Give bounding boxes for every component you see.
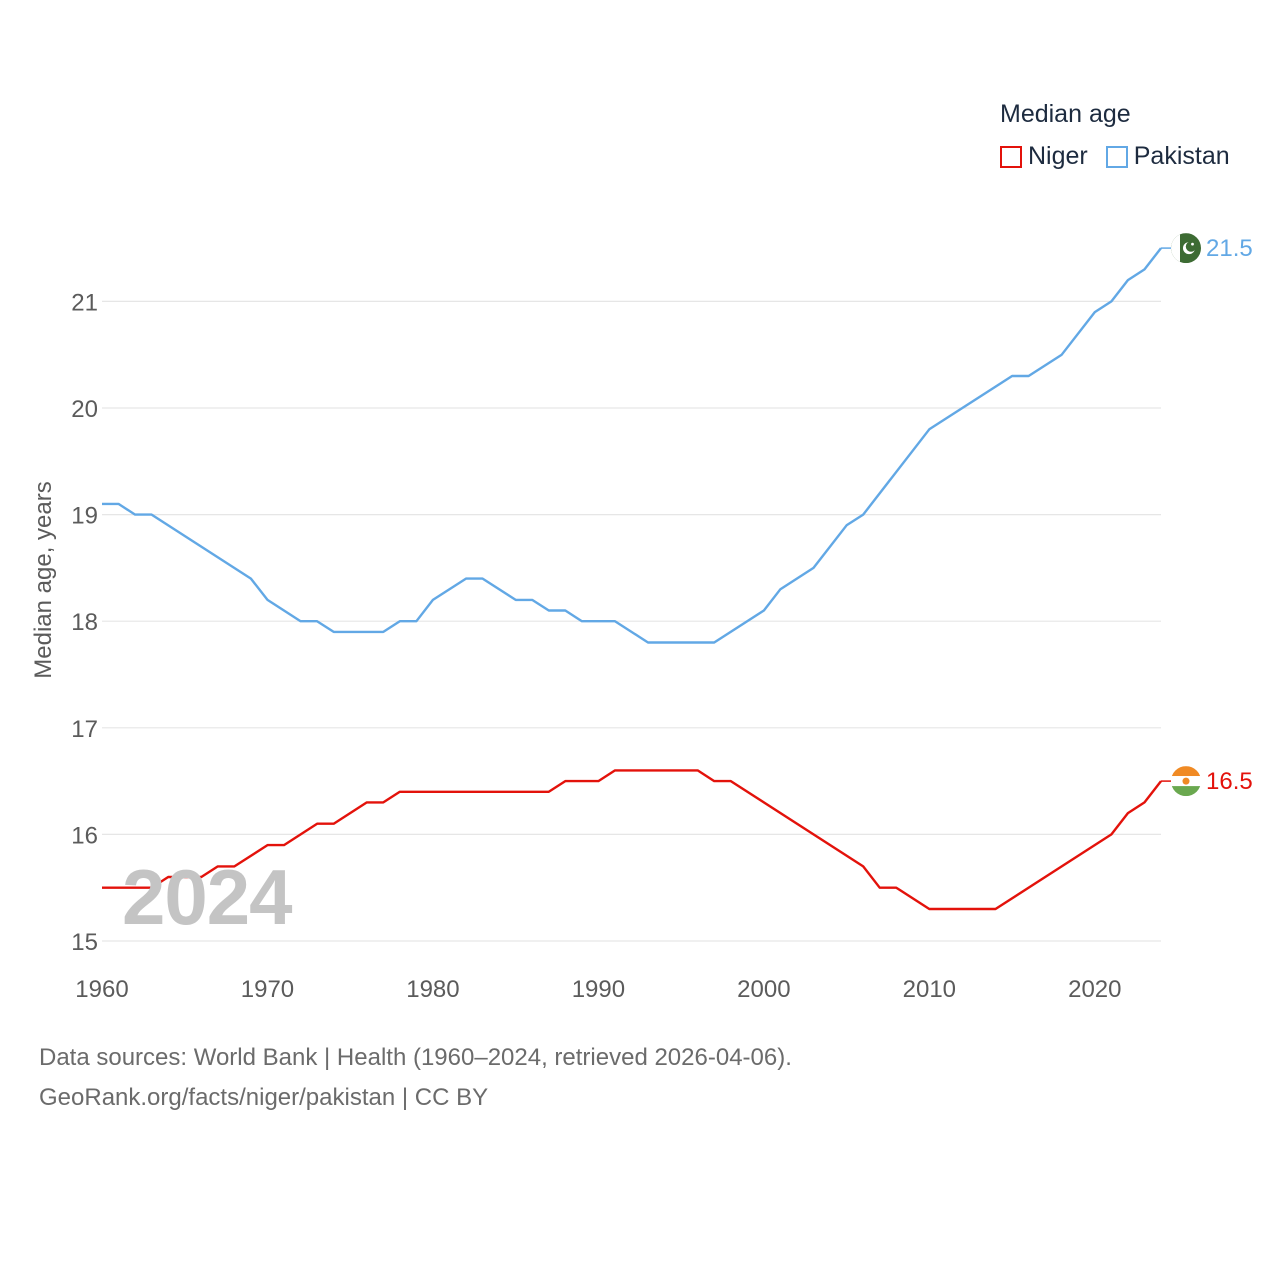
y-tick-label: 15 — [71, 929, 98, 956]
x-tick-label: 1960 — [75, 976, 128, 1003]
pakistan-flag-icon — [1171, 233, 1201, 264]
legend-swatch-niger — [1000, 145, 1022, 168]
y-tick-label: 16 — [71, 822, 98, 849]
end-label-niger: 16.5 — [1206, 768, 1253, 795]
y-tick-label: 18 — [71, 609, 98, 636]
x-tick-label: 1990 — [572, 976, 625, 1003]
legend-item-niger[interactable]: Niger — [1000, 142, 1088, 171]
y-axis-label: Median age, years — [30, 481, 57, 678]
legend-label-pakistan: Pakistan — [1133, 142, 1230, 170]
legend-title: Median age — [1000, 100, 1131, 128]
footer-link[interactable]: GeoRank.org/facts/niger/pakistan | CC BY — [39, 1084, 489, 1111]
legend-swatch-pakistan — [1105, 145, 1128, 168]
year-watermark: 2024 — [122, 853, 293, 941]
x-tick-label: 2010 — [903, 976, 956, 1003]
series-line-pakistan — [102, 247, 1162, 644]
y-tick-label: 19 — [71, 503, 98, 530]
y-tick-label: 17 — [71, 716, 98, 743]
y-tick-label: 21 — [71, 289, 98, 316]
x-tick-label: 1980 — [406, 976, 459, 1003]
niger-flag-icon — [1171, 766, 1201, 797]
legend-label-niger: Niger — [1028, 142, 1088, 170]
end-label-pakistan: 21.5 — [1206, 235, 1253, 262]
x-tick-label: 1970 — [241, 976, 294, 1003]
y-tick-label: 20 — [71, 396, 98, 423]
series-line-niger — [102, 769, 1162, 911]
x-tick-label: 2020 — [1068, 976, 1121, 1003]
footer-sources: Data sources: World Bank | Health (1960–… — [39, 1044, 792, 1071]
x-tick-label: 2000 — [737, 976, 790, 1003]
legend-item-pakistan[interactable]: Pakistan — [1105, 142, 1230, 171]
legend: Niger Pakistan — [1000, 142, 1248, 171]
